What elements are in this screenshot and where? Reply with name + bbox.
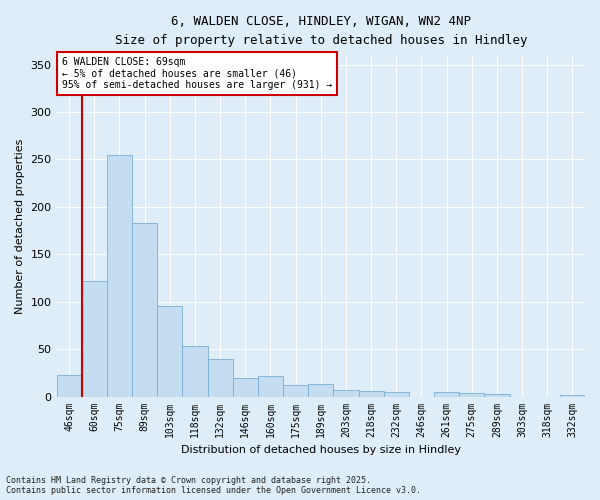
Text: 6 WALDEN CLOSE: 69sqm
← 5% of detached houses are smaller (46)
95% of semi-detac: 6 WALDEN CLOSE: 69sqm ← 5% of detached h… [62, 57, 332, 90]
Bar [383, 392, 409, 396]
Bar [308, 384, 334, 396]
Bar [82, 281, 107, 396]
Bar [107, 154, 132, 396]
Bar [283, 385, 308, 396]
Y-axis label: Number of detached properties: Number of detached properties [15, 138, 25, 314]
Bar [208, 358, 233, 397]
Bar [359, 391, 383, 396]
Bar [258, 376, 283, 396]
Title: 6, WALDEN CLOSE, HINDLEY, WIGAN, WN2 4NP
Size of property relative to detached h: 6, WALDEN CLOSE, HINDLEY, WIGAN, WN2 4NP… [115, 15, 527, 47]
Bar [132, 223, 157, 396]
Bar [560, 394, 585, 396]
Bar [484, 394, 509, 396]
Bar [157, 306, 182, 396]
Text: Contains HM Land Registry data © Crown copyright and database right 2025.
Contai: Contains HM Land Registry data © Crown c… [6, 476, 421, 495]
Bar [56, 374, 82, 396]
Bar [233, 378, 258, 396]
X-axis label: Distribution of detached houses by size in Hindley: Distribution of detached houses by size … [181, 445, 461, 455]
Bar [182, 346, 208, 397]
Bar [434, 392, 459, 396]
Bar [459, 393, 484, 396]
Bar [334, 390, 359, 396]
